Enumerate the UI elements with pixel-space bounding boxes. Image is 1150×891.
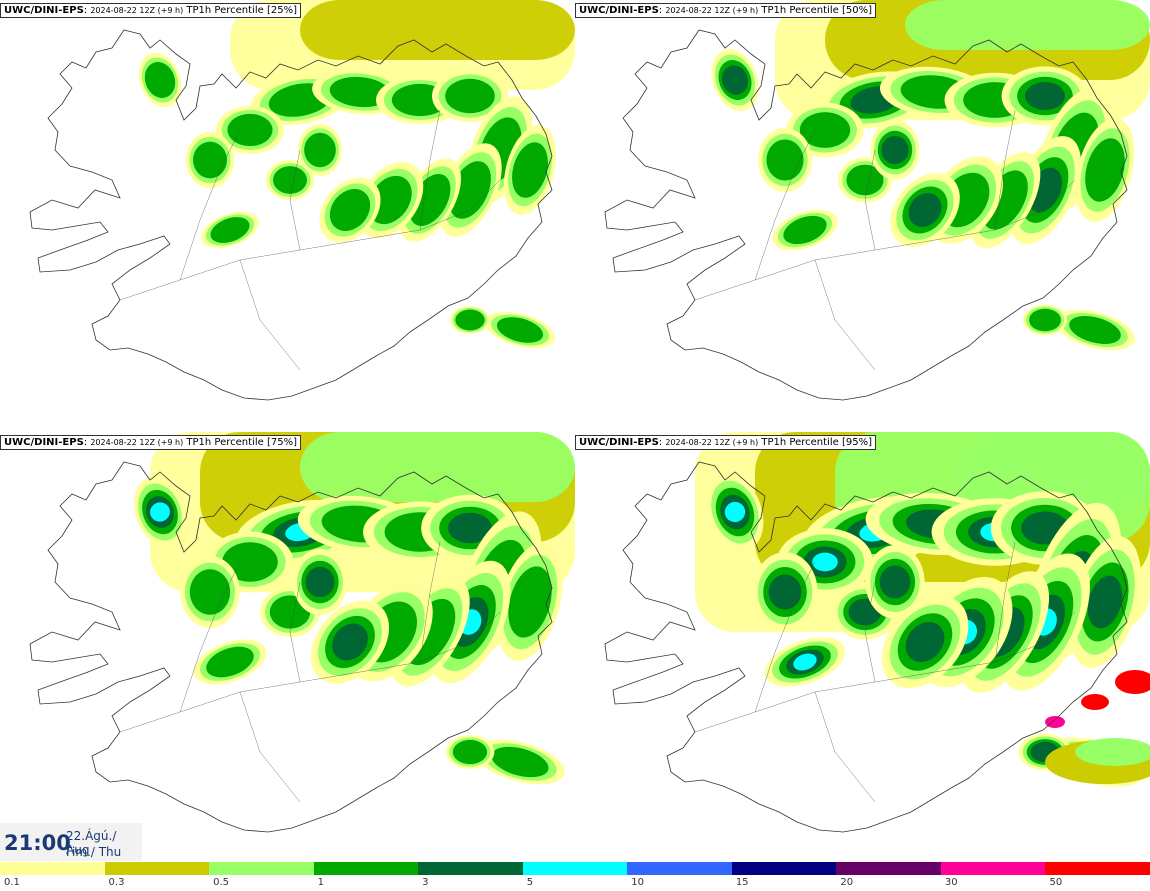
legend-label: 30	[944, 877, 958, 888]
legend-swatch	[1045, 862, 1150, 875]
valid-date: 22.Ágú./ Aug	[66, 829, 117, 857]
panel-p50	[575, 0, 1150, 432]
panel-p75	[0, 432, 575, 864]
panel-title-p25: UWC/DINI-EPS: 2024-08-22 12Z (+9 h) TP1h…	[0, 3, 301, 18]
legend-swatch	[0, 862, 105, 875]
valid-time-box: 21:00 22.Ágú./ Aug Fim./ Thu	[0, 823, 142, 861]
legend-label: 5	[526, 877, 534, 888]
valid-time: 21:00	[4, 831, 71, 855]
panel-title-p95: UWC/DINI-EPS: 2024-08-22 12Z (+9 h) TP1h…	[575, 435, 876, 450]
legend-swatch	[104, 862, 210, 875]
legend-swatch	[522, 862, 628, 875]
legend-swatch	[418, 862, 524, 875]
legend-swatch	[731, 862, 837, 875]
legend-label: 0.3	[108, 877, 125, 888]
legend-label: 0.1	[4, 877, 20, 888]
legend-label: 10	[631, 877, 644, 888]
legend-label: 20	[840, 877, 854, 888]
panel-p25	[0, 0, 575, 432]
valid-day: Fim./ Thu	[66, 845, 122, 859]
legend-label: 0.5	[213, 877, 229, 888]
legend-label: 1	[317, 877, 324, 888]
precip-legend: 0.1 0.3 0.5 1 3 5 10 15 20 30 50	[0, 862, 1150, 891]
panel-p95	[575, 432, 1150, 864]
legend-swatch	[940, 862, 1046, 875]
panel-title-p50: UWC/DINI-EPS: 2024-08-22 12Z (+9 h) TP1h…	[575, 3, 876, 18]
legend-label: 3	[422, 877, 429, 888]
legend-swatch	[836, 862, 942, 875]
legend-label: 50	[1049, 877, 1063, 888]
legend-label: 15	[735, 877, 749, 888]
legend-swatch	[209, 862, 315, 875]
legend-swatch	[313, 862, 419, 875]
legend-swatch	[627, 862, 733, 875]
panel-title-p75: UWC/DINI-EPS: 2024-08-22 12Z (+9 h) TP1h…	[0, 435, 301, 450]
